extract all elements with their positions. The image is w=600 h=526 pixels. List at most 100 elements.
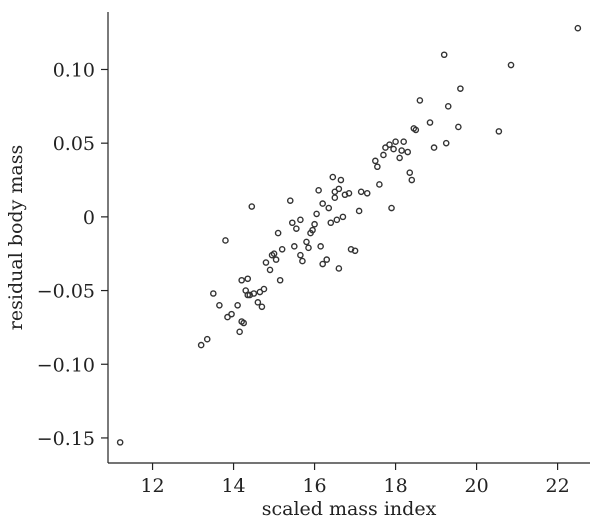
data-point — [396, 154, 403, 162]
y-tick-label: 0.05 — [53, 133, 95, 155]
y-axis-ticks: 0.10 0.05 0 −0.05 −0.10 −0.15 — [37, 59, 108, 450]
y-tick-label: 0 — [83, 207, 95, 229]
data-point — [507, 61, 515, 69]
data-point — [337, 176, 345, 184]
data-point — [313, 210, 320, 218]
data-point — [250, 290, 258, 297]
axes — [107, 12, 590, 464]
x-axis-ticks: 12 14 16 18 20 22 — [140, 463, 570, 497]
data-point — [216, 301, 223, 309]
data-point — [248, 203, 256, 210]
data-point — [351, 247, 359, 255]
data-point — [238, 276, 245, 284]
y-tick-label: 0.10 — [53, 59, 95, 81]
data-point — [288, 219, 296, 227]
data-point — [315, 187, 322, 194]
data-point — [440, 51, 448, 59]
data-point — [278, 245, 286, 253]
data-point — [392, 138, 399, 145]
data-point — [276, 276, 284, 284]
data-point — [457, 85, 464, 92]
data-point — [311, 220, 318, 228]
x-axis-title: scaled mass index — [262, 498, 437, 520]
data-point — [386, 141, 393, 148]
data-point — [309, 226, 316, 234]
data-point — [327, 219, 335, 227]
data-point — [430, 144, 438, 151]
x-tick-label: 12 — [140, 475, 164, 497]
data-point — [266, 266, 274, 274]
data-point — [374, 163, 381, 171]
x-tick-label: 22 — [546, 475, 570, 497]
y-axis-title: residual body mass — [5, 145, 27, 330]
data-point — [357, 188, 365, 196]
data-point — [293, 225, 300, 232]
data-point — [299, 257, 306, 265]
data-point — [203, 335, 211, 343]
data-point — [390, 145, 397, 153]
x-tick-label: 20 — [464, 475, 488, 497]
data-point — [262, 259, 270, 266]
data-point — [286, 197, 294, 204]
data-point — [222, 237, 229, 244]
data-point — [495, 128, 503, 135]
data-point — [329, 173, 337, 181]
data-point — [303, 238, 310, 246]
data-point — [228, 310, 235, 318]
data-point — [331, 194, 339, 202]
data-point — [404, 148, 412, 156]
data-point — [408, 176, 416, 184]
data-point — [363, 189, 371, 197]
data-point — [240, 319, 247, 327]
y-tick-label: −0.05 — [37, 281, 95, 303]
data-point — [197, 341, 205, 349]
data-point — [210, 290, 217, 297]
data-point — [236, 328, 243, 336]
data-point — [274, 229, 282, 237]
data-point — [406, 169, 414, 176]
x-tick-label: 18 — [383, 475, 407, 497]
data-point — [444, 103, 452, 110]
y-tick-label: −0.15 — [37, 428, 95, 450]
data-point — [297, 216, 304, 224]
data-point — [442, 139, 450, 147]
data-point — [116, 439, 124, 446]
data-point — [319, 200, 326, 207]
data-point — [376, 181, 383, 188]
data-point — [254, 299, 262, 306]
data-point — [398, 147, 405, 154]
data-point — [335, 185, 343, 193]
data-point — [317, 243, 324, 250]
data-point — [325, 204, 333, 212]
data-point — [270, 250, 278, 258]
x-tick-label: 14 — [221, 475, 245, 497]
data-point — [319, 260, 326, 268]
data-point — [297, 251, 304, 259]
data-point — [323, 256, 331, 263]
data-point — [400, 138, 407, 145]
data-point — [355, 207, 363, 215]
x-tick-label: 16 — [302, 475, 326, 497]
data-point — [291, 243, 298, 250]
data-point — [244, 275, 252, 283]
data-point — [335, 265, 343, 272]
data-point — [258, 303, 266, 311]
data-point — [234, 301, 241, 309]
data-point — [455, 123, 462, 131]
data-point — [574, 24, 582, 32]
data-point — [272, 256, 280, 263]
data-point — [416, 97, 424, 104]
data-point — [345, 189, 353, 197]
data-point — [333, 216, 341, 224]
data-point — [380, 151, 387, 159]
data-point — [305, 244, 312, 252]
data-point — [426, 119, 434, 126]
data-point — [388, 204, 395, 212]
data-point — [372, 157, 379, 165]
y-tick-label: −0.10 — [37, 354, 95, 376]
data-point — [412, 126, 420, 134]
data-point — [339, 213, 347, 221]
data-point — [260, 285, 268, 293]
